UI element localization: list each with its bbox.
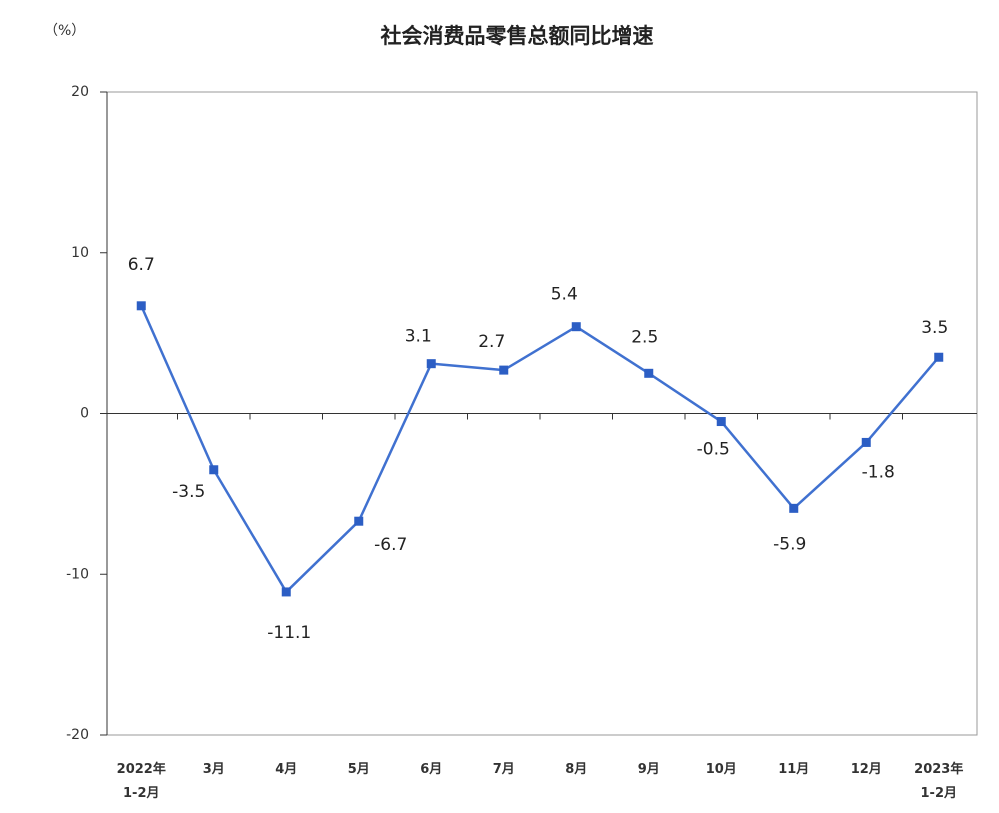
x-tick-label-line: 11月 xyxy=(778,762,809,777)
data-point xyxy=(861,437,871,447)
data-label: -0.5 xyxy=(697,440,730,460)
x-tick-label: 2023年 1-2月 xyxy=(914,761,963,801)
data-point xyxy=(281,587,291,597)
data-label: 5.4 xyxy=(551,285,578,305)
x-tick-label-line: 3月 xyxy=(203,762,225,777)
data-label: -3.5 xyxy=(172,482,205,502)
data-point xyxy=(136,301,146,311)
x-tick-label-line: 6月 xyxy=(420,762,442,777)
data-label: 3.5 xyxy=(921,318,948,338)
y-axis-unit: （%） xyxy=(44,23,86,39)
x-tick-label: 4月 xyxy=(275,762,297,777)
x-tick-label-line: 2023年 xyxy=(914,761,963,777)
x-tick-label: 11月 xyxy=(778,762,809,777)
x-tick-label: 6月 xyxy=(420,762,442,777)
x-tick-label-line: 7月 xyxy=(493,762,515,777)
data-label: 2.7 xyxy=(478,332,505,352)
data-label: 3.1 xyxy=(405,327,432,347)
data-label: -6.7 xyxy=(374,535,407,555)
data-label: -1.8 xyxy=(862,462,895,482)
series-line xyxy=(140,305,940,594)
data-label: 2.5 xyxy=(631,327,658,347)
x-tick-label-line: 2022年 xyxy=(117,761,166,777)
x-tick-label: 12月 xyxy=(851,762,882,777)
x-tick-label-line: 4月 xyxy=(275,762,297,777)
chart-title: 社会消费品零售总额同比增速 xyxy=(380,24,654,48)
x-tick-label: 2022年 1-2月 xyxy=(117,761,166,801)
data-point xyxy=(209,465,219,475)
x-tick-label-line: 5月 xyxy=(348,762,370,777)
data-point xyxy=(354,516,364,526)
x-tick-label: 5月 xyxy=(348,762,370,777)
x-tick-label-line: 9月 xyxy=(638,762,660,777)
data-point xyxy=(716,417,726,427)
y-tick-label: -10 xyxy=(66,566,89,582)
x-tick-label-line: 1-2月 xyxy=(123,786,160,801)
y-tick-label: 20 xyxy=(71,84,89,100)
x-tick-label: 10月 xyxy=(706,762,737,777)
y-tick-label: 10 xyxy=(71,245,89,261)
x-tick-label-line: 1-2月 xyxy=(921,786,958,801)
data-point xyxy=(571,322,581,332)
x-tick-label: 3月 xyxy=(203,762,225,777)
x-tick-label-line: 10月 xyxy=(706,762,737,777)
x-tick-label-line: 12月 xyxy=(851,762,882,777)
data-label: 6.7 xyxy=(128,255,155,275)
data-point xyxy=(934,352,944,362)
y-tick-label: -20 xyxy=(66,727,89,743)
data-point xyxy=(789,503,799,513)
x-tick-label: 8月 xyxy=(565,762,587,777)
data-label: -5.9 xyxy=(773,534,806,554)
data-point xyxy=(499,365,509,375)
x-tick-label: 9月 xyxy=(638,762,660,777)
data-label: -11.1 xyxy=(267,623,311,643)
x-tick-label: 7月 xyxy=(493,762,515,777)
x-tick-label-line: 8月 xyxy=(565,762,587,777)
data-point xyxy=(644,368,654,378)
data-point xyxy=(426,359,436,369)
y-tick-label: 0 xyxy=(80,406,89,422)
